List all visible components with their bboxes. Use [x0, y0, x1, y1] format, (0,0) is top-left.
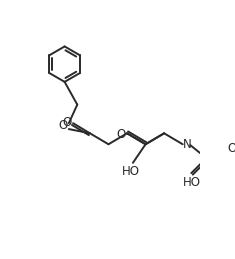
Text: O: O: [58, 119, 68, 132]
Text: N: N: [183, 138, 191, 151]
Text: O: O: [63, 116, 72, 129]
Text: O: O: [117, 128, 126, 141]
Text: O: O: [228, 142, 235, 155]
Text: HO: HO: [121, 165, 139, 178]
Text: HO: HO: [183, 176, 201, 189]
